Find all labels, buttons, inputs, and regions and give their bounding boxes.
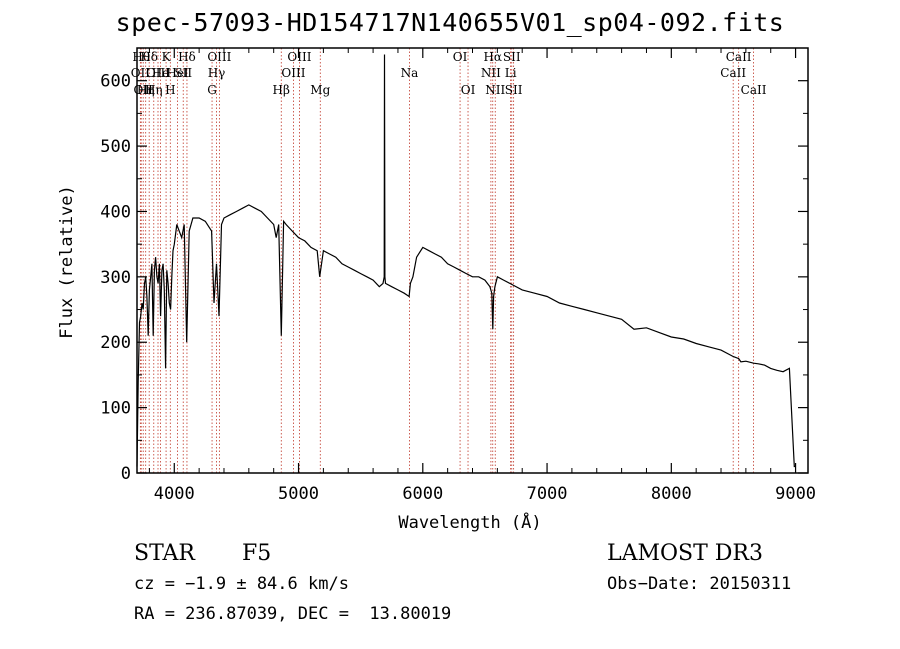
marker-label-hη: Hη (137, 83, 155, 97)
y-tick-label: 400 (100, 202, 131, 222)
emission-line-labels: HθOIIOIIHηHδHηOIIIHeKHHeISIIHδGHγOIIIHβO… (131, 50, 767, 97)
marker-label-oii: OII (134, 83, 154, 97)
emission-line-markers (139, 48, 754, 473)
marker-label-li: Li (505, 66, 517, 80)
marker-label-hδ: Hδ (178, 50, 196, 64)
marker-label-sii: SII (503, 50, 521, 64)
marker-label-hδ: Hδ (140, 50, 158, 64)
marker-label-hα: Hα (483, 50, 502, 64)
marker-label-na: Na (401, 66, 419, 80)
marker-label-oiii: OIII (207, 50, 231, 64)
object-class: STAR (134, 541, 195, 566)
y-axis-ticks: 0 100 200 300 400 500 600 (100, 72, 808, 484)
chart-title: spec-57093-HD154717N140655V01_sp04-092.f… (115, 8, 785, 37)
marker-label-mg: Mg (310, 83, 330, 97)
marker-label-h: H (165, 83, 175, 97)
plot-frame (136, 47, 809, 474)
marker-label-hγ: Hγ (208, 66, 226, 80)
marker-label-hβ: Hβ (273, 83, 290, 97)
x-axis-label: Wavelength (Å) (398, 511, 541, 533)
x-tick-label: 8000 (651, 484, 692, 504)
marker-label-caii: CaII (741, 83, 767, 97)
flux-series-line (136, 54, 796, 468)
object-subclass: F5 (242, 541, 272, 566)
y-tick-label: 100 (100, 399, 131, 419)
marker-label-oi: OI (453, 50, 468, 64)
survey-name: LAMOST DR3 (607, 541, 763, 566)
y-tick-label: 600 (100, 72, 131, 92)
marker-label-nii: NII (485, 83, 505, 97)
marker-label-oii: OII (131, 66, 151, 80)
y-tick-label: 300 (100, 268, 131, 288)
marker-label-caii: CaII (726, 50, 752, 64)
marker-label-oiii: OIII (146, 66, 170, 80)
y-tick-label: 500 (100, 137, 131, 157)
marker-label-nii: NII (481, 66, 501, 80)
y-tick-label: 0 (121, 464, 131, 484)
x-tick-label: 7000 (527, 484, 568, 504)
redshift-value: cz = −1.9 ± 84.6 km/s (134, 574, 349, 594)
y-tick-label: 200 (100, 333, 131, 353)
marker-label-hei: HeI (166, 66, 189, 80)
marker-label-he: He (152, 66, 170, 80)
x-tick-label: 4000 (154, 484, 195, 504)
x-tick-label: 6000 (402, 484, 443, 504)
x-tick-label: 5000 (278, 484, 319, 504)
observation-date: Obs−Date: 20150311 (607, 574, 792, 594)
marker-label-sii: SII (174, 66, 192, 80)
x-axis-ticks: 4000 5000 6000 7000 8000 9000 (148, 48, 816, 504)
marker-label-k: K (162, 50, 172, 64)
coordinates: RA = 236.87039, DEC = 13.80019 (134, 604, 452, 624)
marker-label-oi: OI (461, 83, 476, 97)
marker-label-caii: CaII (720, 66, 746, 80)
marker-label-sii: SII (505, 83, 523, 97)
marker-label-oiii: OIII (281, 66, 305, 80)
x-tick-label: 9000 (775, 484, 816, 504)
marker-label-hη: Hη (145, 83, 163, 97)
marker-label-g: G (207, 83, 217, 97)
marker-label-oiii: OIII (287, 50, 311, 64)
y-axis-label: Flux (relative) (57, 185, 77, 339)
